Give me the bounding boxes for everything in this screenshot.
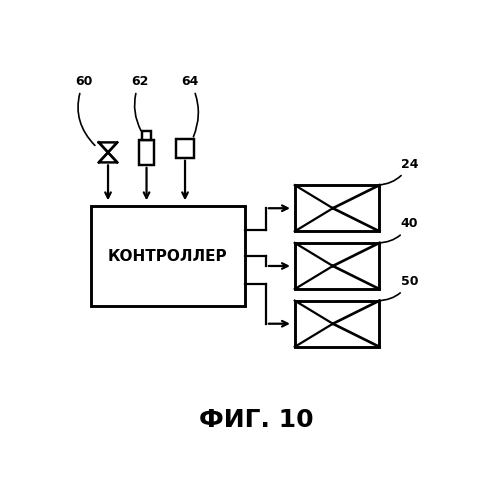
Text: ФИГ. 10: ФИГ. 10 xyxy=(199,408,314,432)
Bar xyxy=(295,185,380,232)
Text: 40: 40 xyxy=(378,218,418,243)
Bar xyxy=(90,206,244,306)
Text: КОНТРОЛЛЕР: КОНТРОЛЛЕР xyxy=(108,249,228,264)
Bar xyxy=(295,243,380,289)
Text: 62: 62 xyxy=(131,75,148,130)
Bar xyxy=(295,300,380,347)
Text: 64: 64 xyxy=(181,75,198,137)
Bar xyxy=(139,140,154,165)
Bar xyxy=(142,132,151,140)
Text: 24: 24 xyxy=(378,158,418,185)
Text: 60: 60 xyxy=(76,75,95,146)
Bar xyxy=(176,140,195,158)
Text: 50: 50 xyxy=(378,275,418,300)
